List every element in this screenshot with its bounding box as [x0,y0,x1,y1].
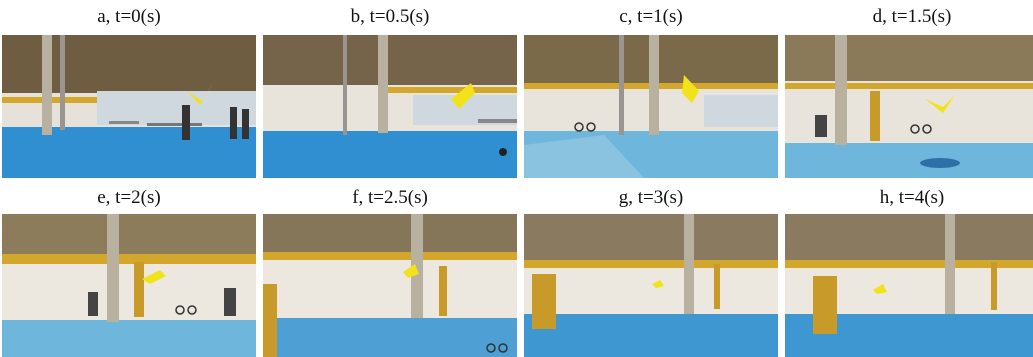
panel-caption: h, t=4(s) [879,187,945,208]
hall-scene-image [263,35,517,178]
video-frame-f [263,214,517,357]
video-frame-b [263,35,517,178]
panel-caption: d, t=1.5(s) [872,6,952,27]
hall-scene-image [524,214,778,357]
hall-scene-image [263,214,517,357]
hall-scene-image [2,214,256,357]
panel-caption: f, t=2.5(s) [352,187,428,208]
video-frame-c [524,35,778,178]
video-frame-e [2,214,256,357]
video-frame-h [785,214,1033,357]
hall-scene-image [2,35,256,178]
video-frame-d [785,35,1033,178]
panel-caption: c, t=1(s) [619,6,683,27]
video-frame-a [2,35,256,178]
panel-caption: g, t=3(s) [618,187,684,208]
panel-caption: a, t=0(s) [97,6,161,27]
panel-caption: e, t=2(s) [97,187,161,208]
panel-caption: b, t=0.5(s) [350,6,430,27]
video-frame-g [524,214,778,357]
hall-scene-image [785,214,1033,357]
hall-scene-image [785,35,1033,178]
hall-scene-image [524,35,778,178]
